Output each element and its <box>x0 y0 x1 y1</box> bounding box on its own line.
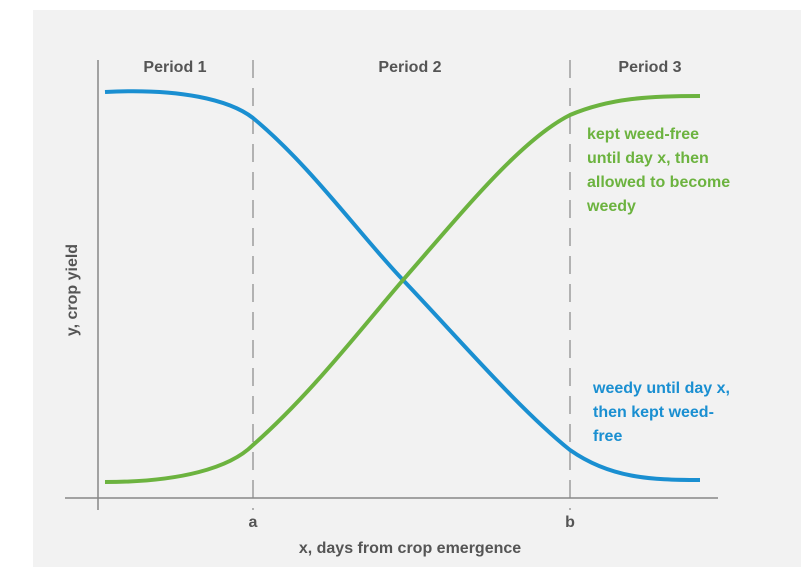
background <box>33 10 801 567</box>
blue-note: free <box>593 428 622 445</box>
period-label: Period 3 <box>618 59 681 76</box>
green-note: allowed to become <box>587 174 730 191</box>
period-label: Period 2 <box>378 59 441 76</box>
green-note: weedy <box>586 198 636 215</box>
blue-note: then kept weed- <box>593 404 714 421</box>
tick-label: a <box>249 514 258 531</box>
y-axis-label: y, crop yield <box>64 244 81 336</box>
green-curve <box>104 94 701 484</box>
x-axis-label: x, days from crop emergence <box>299 540 521 557</box>
green-note: until day x, then <box>587 150 709 167</box>
period-label: Period 1 <box>143 59 206 76</box>
tick-label: b <box>565 514 575 531</box>
green-note: kept weed-free <box>587 126 699 143</box>
blue-note: weedy until day x, <box>592 380 730 397</box>
